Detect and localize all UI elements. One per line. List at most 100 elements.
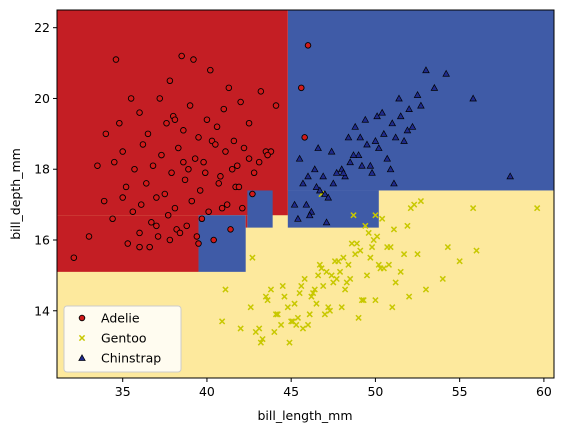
point-gentoo — [323, 268, 330, 275]
point-chinstrap — [341, 172, 349, 180]
point-gentoo — [311, 286, 318, 293]
point-gentoo — [291, 300, 298, 307]
point-gentoo — [333, 275, 340, 283]
point-chinstrap — [339, 168, 348, 176]
point-adelie — [191, 155, 199, 162]
point-chinstrap — [405, 105, 413, 112]
point-adelie — [301, 134, 308, 141]
point-adelie — [180, 158, 187, 166]
point-gentoo — [222, 286, 229, 293]
legend-label-chinstrap: Chinstrap — [101, 351, 161, 366]
point-gentoo — [358, 297, 366, 304]
y-tick-label: 22 — [34, 20, 50, 35]
point-gentoo — [343, 279, 350, 286]
point-adelie — [168, 169, 175, 177]
point-adelie — [176, 229, 184, 237]
point-gentoo — [277, 321, 285, 329]
point-gentoo — [288, 318, 295, 325]
point-gentoo — [286, 339, 293, 346]
point-chinstrap — [356, 133, 365, 141]
point-chinstrap — [349, 151, 358, 158]
point-adelie — [245, 155, 253, 162]
point-chinstrap — [469, 94, 477, 102]
point-chinstrap — [312, 183, 321, 190]
point-adelie — [298, 84, 305, 92]
point-adelie — [190, 56, 197, 63]
point-adelie — [94, 162, 101, 169]
point-chinstrap — [391, 133, 400, 141]
point-adelie — [153, 194, 160, 201]
point-gentoo — [301, 275, 308, 283]
y-tick-label: 18 — [34, 162, 50, 177]
point-chinstrap — [354, 151, 363, 158]
point-adelie — [264, 151, 271, 159]
point-gentoo — [331, 258, 339, 265]
point-chinstrap — [366, 161, 375, 169]
point-adelie — [116, 119, 123, 127]
point-gentoo — [372, 212, 379, 219]
point-adelie — [166, 77, 174, 85]
point-gentoo — [397, 268, 404, 275]
point-adelie — [195, 240, 202, 247]
point-gentoo — [367, 254, 374, 261]
point-gentoo — [320, 282, 327, 290]
point-chinstrap — [304, 172, 312, 180]
point-adelie — [203, 116, 211, 123]
point-gentoo — [272, 311, 280, 318]
point-gentoo — [345, 261, 352, 268]
point-gentoo — [384, 243, 391, 251]
y-tick-label: 14 — [34, 303, 50, 318]
point-adelie — [250, 169, 258, 177]
point-chinstrap — [395, 94, 403, 102]
point-chinstrap — [299, 179, 307, 187]
point-adelie — [227, 226, 234, 233]
point-gentoo — [405, 293, 413, 300]
point-adelie — [257, 88, 265, 95]
point-adelie — [161, 190, 169, 198]
point-gentoo — [313, 300, 320, 307]
point-gentoo — [350, 212, 357, 219]
x-axis-label: bill_length_mm — [257, 408, 352, 423]
point-adelie — [180, 127, 187, 134]
point-chinstrap — [371, 137, 380, 144]
x-tick-label: 50 — [367, 384, 383, 399]
point-chinstrap — [290, 200, 299, 208]
point-gentoo — [296, 289, 303, 297]
point-adelie — [239, 204, 246, 212]
point-gentoo — [379, 215, 386, 222]
point-gentoo — [328, 272, 335, 279]
legend-marker-adelie — [78, 314, 86, 322]
point-gentoo — [355, 314, 362, 321]
point-adelie — [112, 56, 120, 63]
point-gentoo — [534, 205, 541, 212]
point-adelie — [175, 144, 182, 152]
point-chinstrap — [386, 165, 395, 173]
point-adelie — [143, 180, 150, 187]
point-gentoo — [338, 304, 345, 311]
point-gentoo — [353, 240, 361, 247]
legend-marker-gentoo — [78, 334, 86, 342]
point-chinstrap — [373, 112, 381, 120]
point-adelie — [218, 204, 226, 212]
point-gentoo — [360, 297, 367, 304]
point-gentoo — [370, 236, 377, 244]
region-chinstrap-5 — [198, 215, 246, 272]
point-gentoo — [318, 265, 325, 272]
point-chinstrap — [322, 218, 331, 226]
point-adelie — [240, 144, 248, 152]
point-adelie — [228, 165, 236, 173]
point-chinstrap — [305, 211, 314, 219]
point-gentoo — [294, 314, 302, 321]
point-gentoo — [411, 201, 418, 208]
point-gentoo — [390, 226, 398, 233]
point-adelie — [212, 141, 219, 148]
region-adelie-3 — [57, 10, 288, 216]
point-gentoo — [249, 254, 256, 261]
point-gentoo — [389, 304, 396, 311]
point-gentoo — [237, 325, 244, 332]
point-gentoo — [256, 325, 263, 332]
point-gentoo — [298, 282, 305, 290]
point-gentoo — [267, 286, 275, 293]
point-adelie — [127, 95, 135, 102]
point-chinstrap — [316, 186, 324, 194]
